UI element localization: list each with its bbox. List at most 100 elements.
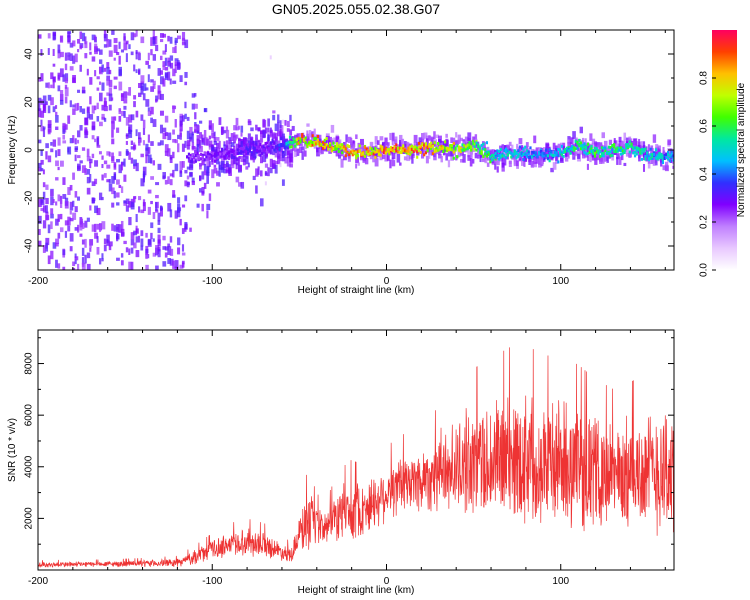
spectrogram-cell	[169, 156, 173, 164]
spectrogram-ridge-cell	[581, 147, 584, 151]
spectrogram-cell	[599, 156, 603, 164]
spectrogram-cell	[460, 137, 464, 142]
spectrogram-cell	[233, 156, 236, 165]
spectrogram-cell	[152, 83, 156, 90]
spectrogram-cell	[416, 142, 419, 149]
spectrogram-ridge-cell	[416, 146, 419, 150]
spectrogram-ridge-cell	[477, 144, 480, 148]
spectrogram-cell	[120, 162, 124, 171]
spectrogram-cell	[72, 261, 76, 267]
snr-series-line	[38, 347, 674, 568]
spectrogram-cell	[203, 108, 207, 112]
spectrogram-ridge-cell	[255, 146, 259, 150]
spectrogram-cell	[625, 146, 630, 155]
spectrogram-cell	[255, 124, 258, 131]
spectrogram-cell	[340, 147, 344, 154]
spectrogram-cell	[391, 139, 394, 146]
spectrogram-cell	[255, 168, 259, 177]
spectrogram-cell	[45, 184, 49, 190]
spectrogram-ridge-cell	[423, 143, 426, 147]
spectrogram-cell	[284, 147, 287, 156]
spectrogram-ridge-cell	[234, 149, 238, 153]
spectrogram-cell	[130, 157, 134, 164]
spectrogram-cell	[294, 149, 298, 158]
spectrogram-ridge-cell	[250, 151, 253, 155]
spectrogram-cell	[272, 151, 276, 156]
spectrogram-cell	[79, 45, 83, 50]
spectrogram-cell	[94, 232, 98, 239]
spectrogram-cell	[211, 154, 214, 163]
spectrogram-cell	[89, 247, 92, 252]
spectrogram-cell	[86, 169, 91, 175]
spectrogram-cell	[81, 90, 86, 94]
spectrogram-ridge-cell	[590, 147, 593, 151]
spectrogram-cell	[50, 208, 54, 215]
spectrogram-cell	[138, 83, 142, 89]
spectrogram-ridge-cell	[294, 139, 297, 143]
spectrogram-ridge-cell	[236, 148, 239, 152]
spectrogram-ridge-cell	[581, 143, 584, 147]
spectrogram-cell	[245, 156, 249, 165]
spectrogram-ridge-cell	[651, 155, 654, 159]
spectrogram-ridge-cell	[292, 137, 295, 141]
spectrogram-cell	[264, 181, 267, 186]
spectrogram-cell	[103, 101, 108, 107]
spectrogram-ridge-cell	[304, 136, 307, 140]
spectrogram-cell	[425, 140, 429, 149]
spectrogram-cell	[279, 129, 282, 138]
spectrogram-cell	[184, 195, 188, 202]
spectrogram-cell	[40, 199, 45, 206]
spectrogram-ridge-cell	[342, 147, 346, 151]
spectrogram-ridge-cell	[363, 154, 367, 158]
spectrogram-cell	[257, 127, 261, 132]
spectrogram-cell	[474, 152, 478, 159]
spectrogram-cell	[355, 163, 358, 169]
spectrogram-cell	[40, 149, 43, 156]
spectrogram-cell	[194, 147, 199, 155]
spectrogram-ridge-cell	[607, 152, 610, 156]
spectrogram-cell	[342, 155, 347, 161]
spectrogram-cell	[279, 163, 282, 168]
spectrogram-cell	[447, 159, 451, 168]
spectrogram-ridge-cell	[271, 139, 274, 143]
spectrogram-x-tick-label: 100	[552, 276, 569, 287]
spectrogram-ridge-cell	[590, 149, 593, 153]
spectrogram-cell	[135, 129, 138, 137]
spectrogram-cell	[191, 177, 195, 183]
spectrogram-ridge-cell	[449, 145, 452, 149]
spectrogram-ridge-cell	[269, 141, 272, 145]
spectrogram-cell	[145, 248, 149, 254]
spectrogram-cell	[267, 134, 270, 142]
spectrogram-cell	[40, 119, 43, 126]
spectrogram-ridge-cell	[381, 145, 384, 149]
spectrogram-ridge-cell	[407, 146, 410, 150]
spectrogram-cell	[147, 238, 152, 247]
spectrogram-cell	[386, 153, 390, 161]
spectrogram-ridge-cell	[463, 148, 466, 152]
spectrogram-cell	[172, 169, 175, 178]
spectrogram-cell	[94, 35, 97, 42]
spectrogram-cell	[589, 153, 592, 163]
spectrogram-cell	[194, 93, 197, 97]
spectrogram-ridge-cell	[233, 152, 236, 156]
spectrogram-cell	[169, 179, 173, 186]
spectrogram-ridge-cell	[442, 150, 445, 154]
spectrogram-ridge-cell	[522, 157, 525, 161]
spectrogram-cell	[518, 147, 523, 156]
spectrogram-ridge-cell	[367, 150, 370, 154]
spectrogram-ridge-cell	[602, 154, 605, 158]
spectrogram-ridge-cell	[618, 148, 621, 152]
spectrogram-ridge-cell	[208, 156, 211, 160]
spectrogram-cell	[274, 138, 278, 145]
spectrogram-cell	[133, 33, 137, 38]
spectrogram-cell	[113, 44, 118, 53]
spectrogram-cell	[523, 161, 526, 167]
spectrogram-cell	[169, 173, 174, 177]
spectrogram-cell	[177, 197, 181, 204]
spectrogram-cell	[135, 213, 138, 223]
spectrogram-cell	[179, 218, 182, 226]
spectrogram-cell	[213, 147, 218, 154]
spectrogram-cell	[157, 68, 161, 76]
spectrogram-cell	[67, 52, 71, 57]
spectrogram-cell	[345, 134, 348, 143]
